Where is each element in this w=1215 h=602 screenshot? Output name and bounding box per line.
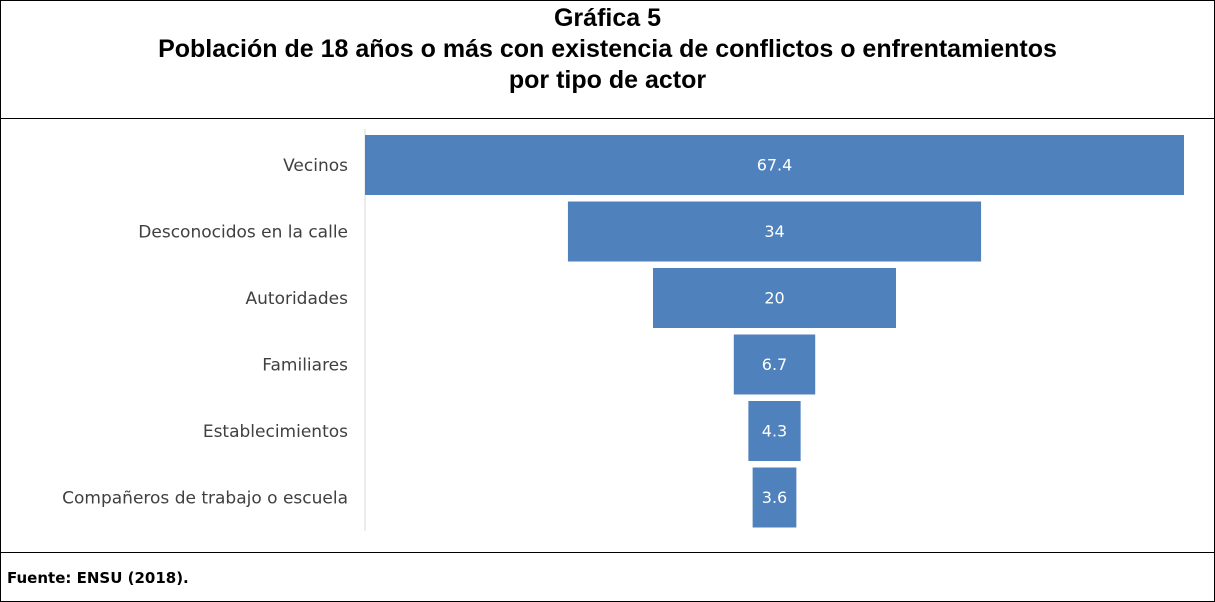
footer: Fuente: ENSU (2018).: [1, 552, 1214, 601]
funnel-bar: [752, 467, 797, 528]
funnel-bar: [733, 334, 816, 395]
funnel-bar: [567, 201, 982, 262]
value-label: 3.6: [762, 488, 787, 507]
funnel-bar: [652, 268, 897, 328]
value-label: 34: [764, 222, 784, 241]
value-label: 67.4: [757, 156, 793, 175]
chart: 67.4 Vecinos 34 Desconocidos en la calle 20 A…: [62, 129, 1184, 531]
funnel-bar: [748, 401, 801, 461]
source: Fuente: ENSU (2018).: [7, 569, 189, 587]
title-box: Gráfica 5 Población de 18 años o más con…: [1, 1, 1214, 119]
category-label: Desconocidos en la calle: [138, 223, 348, 243]
category-label: Establecimientos: [203, 422, 348, 442]
category-label: Vecinos: [283, 156, 348, 176]
category-label: Familiares: [262, 356, 348, 376]
chart-title: Gráfica 5: [553, 4, 661, 32]
value-label: 4.3: [762, 422, 787, 441]
value-label: 20: [764, 289, 784, 308]
funnel-bar: [365, 135, 1184, 195]
value-label: 6.7: [762, 355, 787, 374]
chart-subtitle: Población de 18 años o más con existenci…: [158, 35, 1057, 94]
category-label: Compañeros de trabajo o escuela: [62, 489, 348, 509]
category-label: Autoridades: [246, 289, 349, 309]
